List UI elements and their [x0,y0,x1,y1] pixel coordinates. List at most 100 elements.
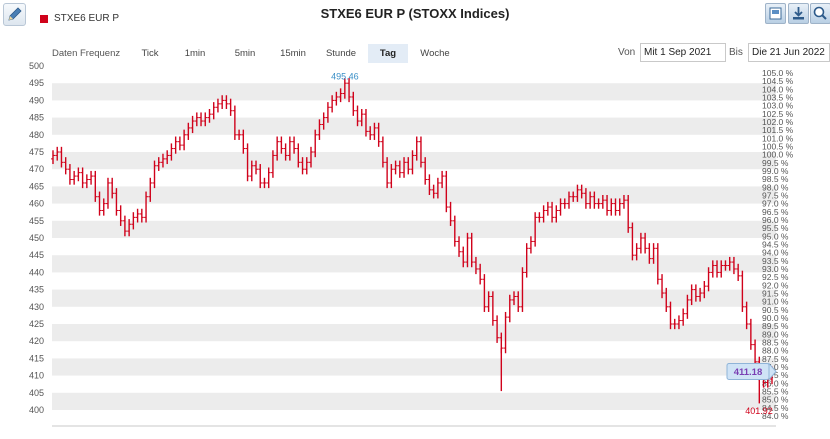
ohlc-bar [689,284,694,306]
ohlc-bar [512,291,517,306]
ohlc-bar [473,256,478,275]
tab-1min[interactable]: 1min [184,48,206,59]
grid-band [52,117,776,135]
ohlc-bar [292,136,297,154]
ohlc-bar [558,198,563,216]
y2-tick-label: 96.5 % [762,207,789,217]
grid-band [52,255,776,273]
y2-tick-label: 84.0 % [762,411,789,421]
ohlc-bar [465,232,470,268]
y-tick-label: 465 [29,181,44,191]
y-tick-label: 450 [29,233,44,243]
ohlc-bar [105,177,110,209]
tab-5min[interactable]: 5min [234,48,256,59]
y2-tick-label: 86.0 % [762,378,789,388]
ohlc-bar [93,170,98,202]
tab-tag[interactable]: Tag [368,44,408,63]
ohlc-bar [330,95,335,113]
ohlc-bar [351,91,356,116]
y2-tick-label: 95.0 % [762,231,789,241]
y-axis-right: 105.0 %104.5 %104.0 %103.5 %103.0 %102.5… [762,68,794,421]
ohlc-bar [643,232,648,254]
ohlc-bar [160,153,165,168]
price-chart[interactable]: 400 405 410 415 420 425 430 435 440 445 450 455 460 4… [0,60,830,439]
ohlc-bar [698,287,703,302]
ohlc-bar [342,78,347,99]
ohlc-bar [122,215,127,237]
ohlc-bar [600,195,605,209]
ohlc-bar [469,232,474,268]
ohlc-bar [156,157,161,171]
ohlc-bar [165,150,170,165]
y2-tick-label: 103.5 % [762,93,794,103]
ohlc-bar [736,263,741,281]
ohlc-bar [258,164,263,189]
ohlc-bar [372,122,377,140]
ohlc-bar [317,119,322,140]
ohlc-bar [452,215,457,247]
y2-tick-label: 97.0 % [762,199,789,209]
ohlc-bar [444,170,449,213]
y2-tick-label: 89.5 % [762,321,789,331]
y2-tick-label: 103.0 % [762,101,794,111]
ohlc-bar [203,112,208,127]
ohlc-bar [215,98,220,113]
y2-tick-label: 102.5 % [762,109,794,119]
grid-band [52,392,776,410]
ohlc-bar [237,129,242,140]
zoom-icon [813,6,827,20]
y2-tick-label: 99.5 % [762,158,789,168]
from-date-input[interactable]: Mit 1 Sep 2021 [640,43,726,62]
ohlc-bar [144,191,149,223]
ohlc-bar [592,191,597,209]
tab-15min[interactable]: 15min [280,48,306,59]
ohlc-bar [461,246,466,268]
image-export-button[interactable] [765,3,786,24]
ohlc-bar [528,236,533,254]
y2-tick-label: 85.0 % [762,395,789,405]
ohlc-bar [431,184,436,199]
ohlc-bar [617,198,622,216]
y-tick-label: 400 [29,405,44,415]
y-tick-label: 485 [29,113,44,123]
tab-woche[interactable]: Woche [420,48,450,59]
download-button[interactable] [788,3,809,24]
ohlc-bar [672,318,677,330]
download-icon [793,7,804,20]
tab-tick[interactable]: Tick [141,48,159,59]
ohlc-bar [727,256,732,271]
y-axis-left: 400 405 410 415 420 425 430 435 440 445 450 455 460 4… [29,61,44,415]
edit-button[interactable] [3,3,26,26]
max-annotation: 495.46 [331,72,359,82]
ohlc-bar [84,174,89,189]
ohlc-bar [562,198,567,209]
ohlc-bar [486,291,491,312]
y2-tick-label: 102.0 % [762,117,794,127]
ohlc-bar [647,243,652,264]
tab-stunde[interactable]: Stunde [325,48,357,59]
from-label: Von [618,47,636,58]
ohlc-bar [182,129,187,151]
ohlc-bar [731,256,736,275]
y-tick-label: 480 [29,130,44,140]
zoom-button[interactable] [810,3,830,24]
y2-tick-label: 87.0 % [762,362,789,372]
y2-tick-label: 96.0 % [762,215,789,225]
ohlc-bar [296,143,301,168]
ohlc-bar [503,311,508,354]
y-tick-label: 445 [29,250,44,260]
grid-band [52,152,776,170]
ohlc-bar [537,212,542,223]
ohlc-bar [194,112,199,127]
ohlc-bar [224,95,229,109]
ohlc-bar [668,301,673,330]
ohlc-bar [638,232,643,254]
to-date-input[interactable]: Die 21 Jun 2022 [748,43,830,62]
ohlc-bar [533,212,538,247]
ohlc-bar [55,146,60,161]
ohlc-bar [363,109,368,137]
grid-bands [52,83,776,410]
ohlc-bar [541,205,546,223]
ohlc-bar [173,136,178,154]
image-icon [769,7,782,20]
